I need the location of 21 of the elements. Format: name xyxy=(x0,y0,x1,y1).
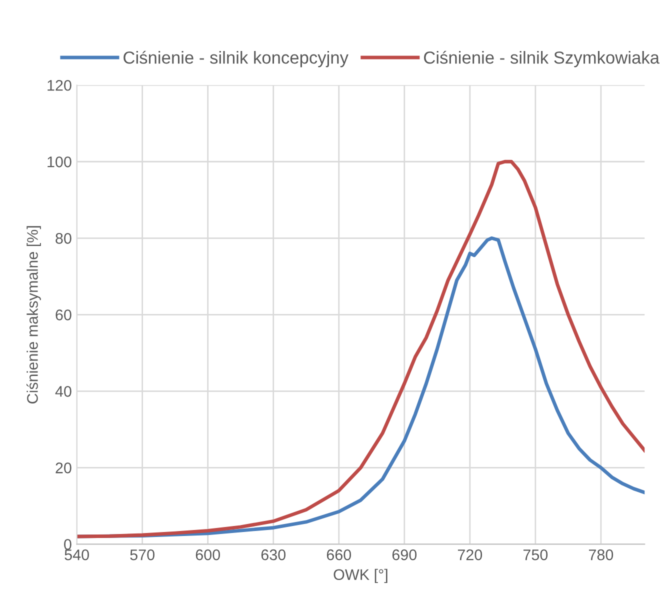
x-tick-label: 660 xyxy=(326,549,352,560)
y-tick-label: 0 xyxy=(64,539,72,550)
y-tick-label: 20 xyxy=(56,462,72,474)
x-tick-label: 750 xyxy=(523,549,548,560)
line-series xyxy=(76,160,645,538)
x-tick-label: 540 xyxy=(64,549,89,560)
x-tick-label: 780 xyxy=(588,549,614,560)
y-tick-label: 100 xyxy=(48,156,72,168)
legend-label: Ciśnienie - silnik Szymkowiaka xyxy=(424,50,660,68)
x-tick-label: 570 xyxy=(130,549,154,560)
y-tick-label: 80 xyxy=(56,233,72,244)
x-tick-label: 690 xyxy=(392,549,417,560)
y-tick-label: 40 xyxy=(55,386,72,397)
x-tick-label: 600 xyxy=(196,549,220,560)
x-tick-label: 720 xyxy=(458,549,482,560)
y-tick-label: 60 xyxy=(56,310,72,320)
legend-label: Ciśnienie - silnik koncepcyjny xyxy=(124,50,348,68)
x-tick-label: 630 xyxy=(261,549,286,560)
y-axis-title: Ciśnienie maksymalne [%] xyxy=(26,226,41,404)
y-tick-label: 120 xyxy=(48,80,72,91)
x-axis-title: OWK [°] xyxy=(334,568,388,584)
